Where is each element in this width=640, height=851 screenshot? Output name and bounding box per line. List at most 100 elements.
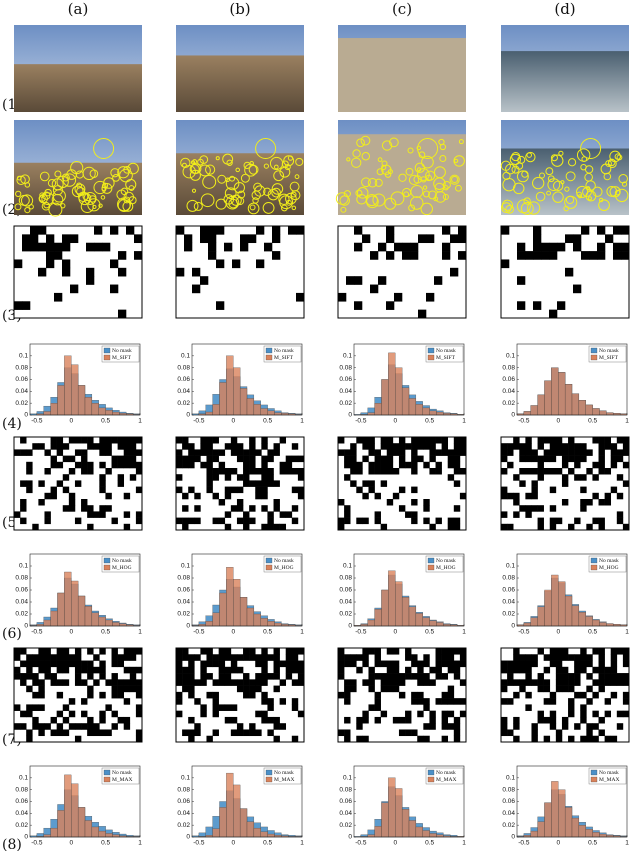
mask-cell xyxy=(338,437,345,444)
histogram-bar xyxy=(422,407,430,416)
mask-cell xyxy=(537,685,544,693)
histogram-bar xyxy=(219,382,227,416)
mask-cell xyxy=(417,698,424,705)
mask-cell xyxy=(354,301,363,310)
mask-cell xyxy=(586,449,593,456)
mask-cell xyxy=(176,226,185,235)
y-tick-label: 0.02 xyxy=(177,822,190,829)
mask-cell xyxy=(81,660,88,668)
mask-cell xyxy=(38,226,47,235)
keypoint xyxy=(248,164,259,175)
histogram-bar xyxy=(564,595,573,627)
mask-cell xyxy=(350,468,357,475)
keypoint xyxy=(92,204,97,210)
keypoint xyxy=(618,174,628,184)
x-tick-label: 0.5 xyxy=(588,418,597,425)
y-tick-label: 0.02 xyxy=(177,611,190,618)
mask-cell xyxy=(392,648,400,655)
legend-swatch xyxy=(265,564,273,571)
mask-cell xyxy=(26,461,33,469)
mask-cell xyxy=(74,654,82,661)
mask-cell xyxy=(411,517,418,525)
mask-cell xyxy=(537,468,544,475)
mask-cell xyxy=(525,654,532,661)
mask-cell xyxy=(513,666,520,674)
y-tick-label: 0.1 xyxy=(181,353,190,360)
histogram-bar xyxy=(43,834,51,838)
x-tick-label: -0.5 xyxy=(31,418,43,425)
mask-cell xyxy=(279,723,287,730)
mask-cell xyxy=(267,729,274,737)
mask-cell xyxy=(543,666,551,674)
mask-cell xyxy=(616,723,624,730)
mask-cell xyxy=(541,242,550,252)
histogram-bar xyxy=(267,621,275,627)
mask-cell xyxy=(224,716,232,724)
mask-cell xyxy=(537,455,544,463)
y-tick-label: 0.08 xyxy=(502,575,515,582)
mask-cell xyxy=(459,710,467,718)
x-tick-label: -0.5 xyxy=(31,629,43,636)
histogram-bar xyxy=(599,833,607,838)
mask-cell xyxy=(62,654,70,661)
mask-cell xyxy=(200,443,207,450)
x-tick-label: 0.5 xyxy=(263,840,272,847)
mask-cell xyxy=(62,704,70,711)
mask-cell xyxy=(354,226,363,235)
mask-cell xyxy=(568,673,575,680)
y-tick-label: 0.1 xyxy=(19,563,28,570)
mask-cell xyxy=(586,468,593,475)
mask-cell xyxy=(182,437,189,444)
mask-cell xyxy=(501,486,508,494)
mask-cell xyxy=(549,648,557,655)
mask-cell xyxy=(513,654,520,661)
keypoint xyxy=(356,138,365,148)
mask-cell xyxy=(525,505,532,512)
mask-cell xyxy=(212,492,219,500)
histogram-bar xyxy=(381,802,389,838)
mask-cell xyxy=(243,480,250,487)
mask-cell xyxy=(249,449,256,456)
keypoint xyxy=(361,177,371,188)
keypoint xyxy=(367,177,378,188)
mask-cell xyxy=(573,284,582,294)
mask-cell xyxy=(62,679,70,686)
legend-swatch xyxy=(103,354,111,361)
mask-cell xyxy=(117,685,125,693)
mask-cell xyxy=(392,666,400,674)
mask-cell xyxy=(411,673,418,680)
mask-cell xyxy=(622,461,630,469)
keypoint xyxy=(517,155,526,164)
legend-swatch xyxy=(265,557,273,564)
mask-cell xyxy=(182,492,189,500)
histogram-bar xyxy=(436,411,444,416)
mask-cell xyxy=(267,511,274,518)
mask-cell xyxy=(610,486,618,494)
mask-cell xyxy=(459,449,467,456)
keypoint xyxy=(523,197,531,205)
x-tick-label: 1 xyxy=(462,840,466,847)
histogram-bar xyxy=(408,398,417,416)
mask-cell xyxy=(398,461,406,469)
mask-cell xyxy=(111,648,118,655)
histogram-bar xyxy=(91,612,99,627)
mask-cell xyxy=(447,691,455,699)
histogram-bar xyxy=(374,826,382,838)
mask-cell xyxy=(182,443,189,450)
x-tick-label: 0 xyxy=(231,418,235,425)
mask-cell xyxy=(598,666,605,674)
mask-cell xyxy=(93,729,100,737)
keypoint xyxy=(615,188,629,203)
mask-cell xyxy=(188,455,195,463)
mask-cell xyxy=(243,455,250,463)
mask-cell xyxy=(525,251,534,260)
x-tick-label: 0.5 xyxy=(101,629,110,636)
mask-cell xyxy=(249,461,256,469)
mask-cell xyxy=(368,437,375,444)
mask-cell xyxy=(272,234,281,244)
keypoint xyxy=(565,171,576,182)
y-tick-label: 0 xyxy=(511,623,515,630)
mask-cell xyxy=(62,474,70,481)
keypoint xyxy=(255,138,277,159)
mask-cell xyxy=(22,234,31,244)
